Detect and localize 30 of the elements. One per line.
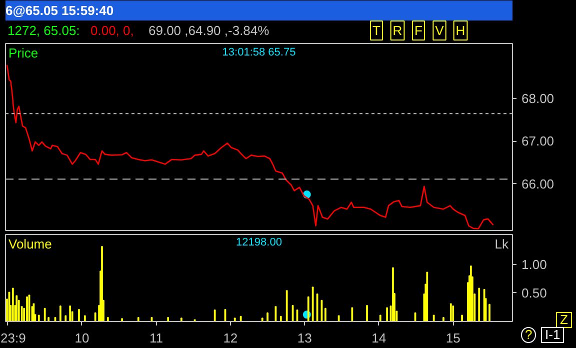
- y-tick-label: 68.00: [522, 90, 554, 106]
- y-tick-label: 0.50: [522, 285, 547, 300]
- y-tick-label: 1.00: [522, 256, 547, 272]
- chart-title: Volume: [8, 236, 52, 252]
- text: H: [456, 23, 466, 38]
- text: F: [414, 23, 423, 38]
- text: 1272, 65.05:: [8, 23, 80, 38]
- x-tick-label: 15: [446, 330, 460, 346]
- annotation: 12198.00: [236, 236, 282, 248]
- chart-title: 6@65.05 15:59:40: [6, 3, 114, 18]
- x-tick-label: 10: [74, 330, 90, 346]
- line-series: [6, 64, 494, 230]
- x-tick-label: 11: [149, 330, 163, 346]
- text: V: [435, 23, 444, 38]
- annotation: 13:01:58 65.75: [222, 46, 296, 58]
- x-tick-label: 12: [223, 330, 238, 346]
- x-tick-label: 13: [297, 330, 312, 346]
- x-tick-label: 14: [372, 330, 386, 346]
- text: I-1: [541, 327, 564, 343]
- x-tick-label: 23:9: [0, 330, 26, 346]
- y-tick-label: 66.00: [522, 176, 554, 192]
- text: 69.00 ,64.90 ,-3.84%: [148, 23, 270, 38]
- text: R: [392, 23, 402, 38]
- y-axis-title: Lk: [494, 236, 509, 252]
- text: ?: [521, 327, 536, 343]
- y-tick-label: 67.00: [522, 134, 554, 149]
- text: T: [372, 23, 381, 38]
- text: 0.00, 0,: [90, 23, 134, 38]
- text: Z: [556, 312, 572, 328]
- y-axis-title: Price: [8, 46, 38, 60]
